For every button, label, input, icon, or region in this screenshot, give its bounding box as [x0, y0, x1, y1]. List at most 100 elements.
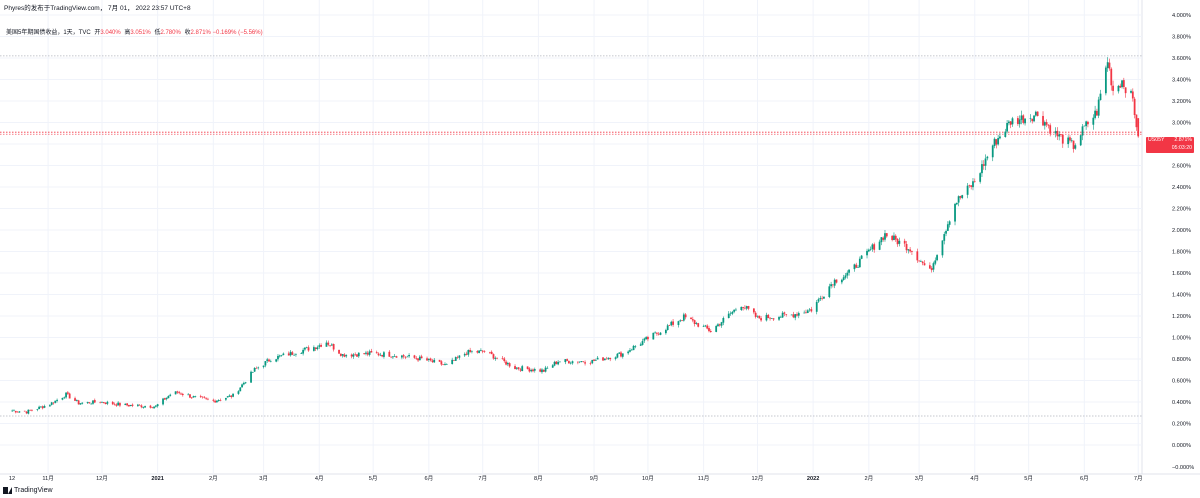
candle	[805, 309, 807, 314]
candle	[941, 240, 944, 258]
candle	[90, 402, 93, 405]
candle	[332, 343, 335, 352]
candle	[885, 233, 888, 238]
candle	[330, 343, 333, 346]
candle	[607, 357, 610, 360]
ohlc-legend: 美国5年期国债收益，1天，TVC 开3.040% 高3.051% 低2.780%…	[6, 27, 263, 36]
candle	[1060, 134, 1062, 137]
candle	[515, 366, 518, 371]
candle	[481, 350, 484, 354]
candle	[594, 358, 597, 361]
candle	[1110, 67, 1113, 91]
candle	[1137, 118, 1140, 138]
candle	[943, 231, 946, 245]
candle	[970, 185, 973, 190]
candle	[23, 410, 26, 412]
y-tick-label: 3.600%	[1172, 56, 1191, 62]
candle	[629, 348, 631, 353]
candle	[982, 160, 985, 170]
candle	[1072, 140, 1075, 153]
candle	[959, 195, 962, 200]
candle	[893, 232, 895, 241]
candle	[478, 350, 481, 354]
candle	[860, 254, 863, 260]
candle	[289, 349, 292, 357]
price-axis: 4.000%3.800%3.600%3.400%3.200%3.000%2.80…	[1172, 13, 1194, 471]
candle	[745, 305, 748, 311]
candle	[415, 356, 418, 361]
candle	[392, 356, 394, 360]
x-tick-label: 2022	[807, 476, 819, 482]
candle	[530, 368, 533, 373]
candle	[101, 401, 103, 404]
candle	[192, 395, 195, 398]
candle	[151, 406, 154, 409]
candle	[846, 270, 849, 279]
candle	[819, 295, 822, 301]
low-label: 低	[154, 30, 161, 36]
candle	[1047, 124, 1050, 129]
candle	[36, 408, 39, 412]
candle	[641, 338, 644, 346]
candle	[239, 387, 242, 392]
candle	[41, 405, 44, 410]
candle	[404, 356, 407, 360]
candle	[792, 311, 795, 319]
candle	[984, 154, 987, 171]
x-tick-label: 12月	[752, 475, 764, 482]
candle	[300, 352, 303, 355]
candle	[50, 401, 53, 406]
candle	[320, 343, 322, 348]
candle	[1133, 96, 1136, 119]
candle	[691, 316, 694, 323]
candle	[708, 325, 710, 333]
candle	[453, 359, 455, 361]
candle	[327, 340, 330, 347]
candle	[43, 404, 46, 409]
candle	[593, 359, 595, 362]
candle	[541, 368, 543, 374]
reference-lines	[0, 55, 1142, 417]
candle	[731, 310, 734, 316]
candle	[1042, 111, 1044, 127]
change-value: −0.169% (−5.56%)	[212, 30, 263, 36]
x-tick-label: 4月	[970, 475, 979, 482]
candle	[848, 269, 850, 276]
candle	[65, 392, 67, 399]
candle	[224, 397, 227, 402]
candle	[1108, 58, 1111, 71]
candle	[167, 395, 170, 399]
candle	[758, 315, 761, 319]
y-tick-label: 1.600%	[1172, 271, 1191, 277]
candle	[704, 324, 707, 328]
close-label: 收	[184, 30, 191, 36]
candle	[329, 345, 331, 348]
candle	[553, 360, 556, 367]
candle	[189, 394, 191, 399]
x-tick-label: 3月	[915, 475, 924, 482]
candle	[591, 359, 594, 365]
candle	[264, 360, 267, 368]
candle	[230, 395, 233, 399]
candle	[433, 358, 436, 363]
candle	[997, 134, 1000, 146]
candle	[156, 403, 159, 408]
candle	[88, 402, 91, 404]
candle	[932, 261, 935, 273]
candle	[1067, 135, 1070, 148]
x-tick-label: 11月	[42, 475, 53, 482]
candle	[1022, 114, 1025, 125]
candle	[532, 368, 534, 373]
candle	[697, 322, 700, 328]
candle	[1097, 96, 1100, 119]
candle	[494, 356, 497, 361]
candle	[16, 410, 19, 413]
candle	[605, 356, 608, 360]
candle	[383, 350, 385, 359]
tradingview-logo[interactable]: TradingView	[3, 486, 53, 494]
candle	[1070, 137, 1073, 143]
candle	[282, 352, 285, 356]
candle	[219, 398, 222, 402]
candle	[395, 355, 398, 358]
